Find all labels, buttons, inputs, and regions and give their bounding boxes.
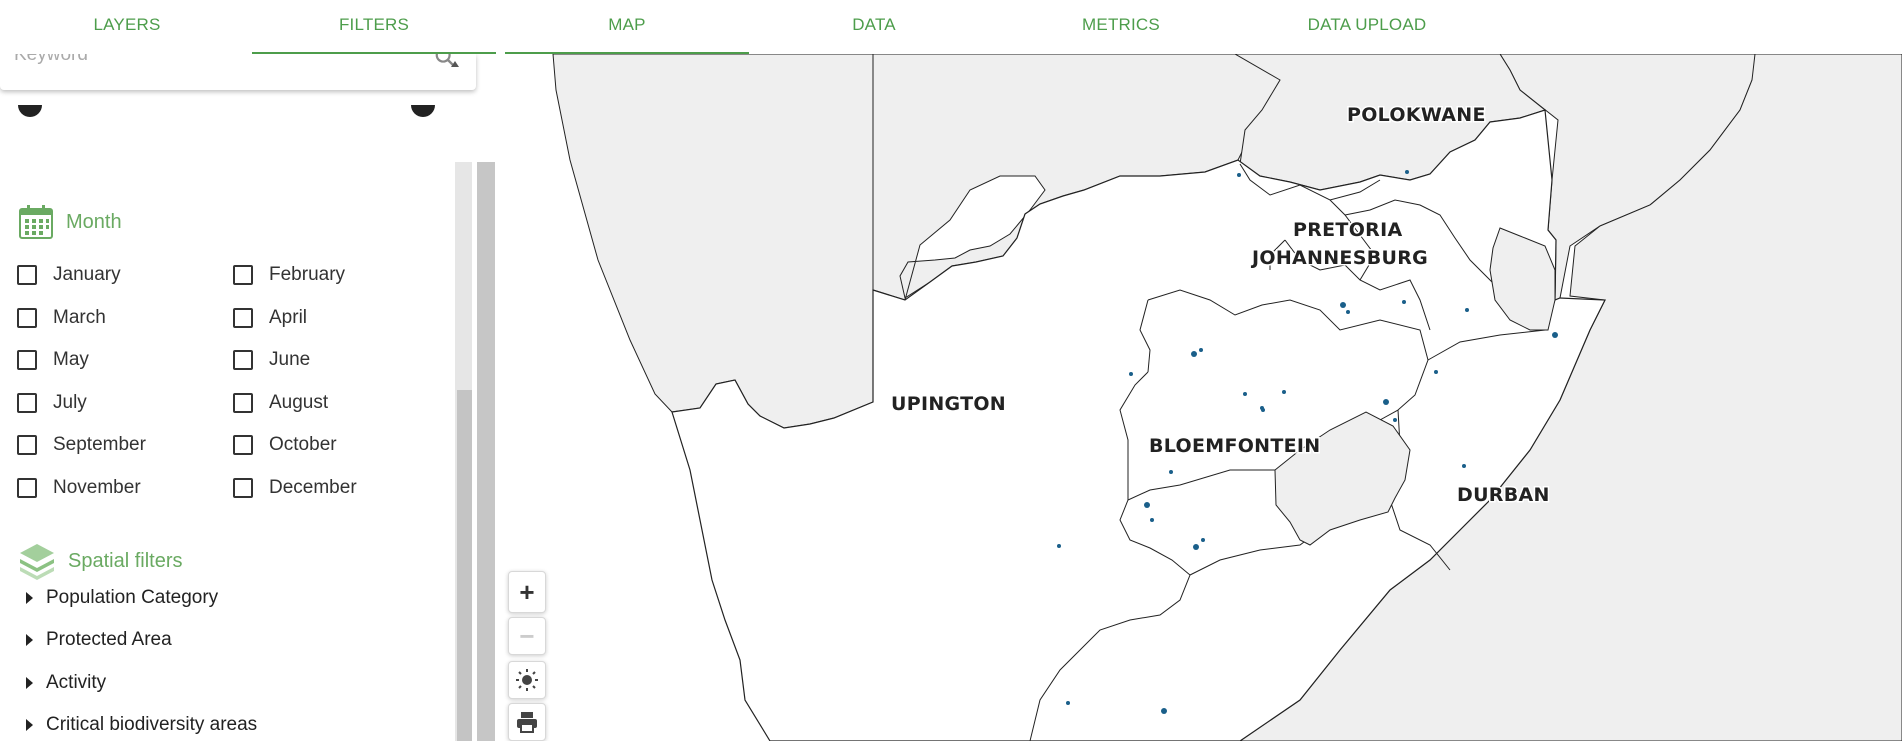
checkbox[interactable] bbox=[233, 350, 253, 370]
tab-data[interactable]: DATA bbox=[852, 15, 896, 34]
zoom-in-button[interactable]: + bbox=[508, 571, 546, 613]
checkbox[interactable] bbox=[17, 350, 37, 370]
sun-icon bbox=[516, 669, 538, 691]
search-box bbox=[0, 54, 476, 90]
tab-metrics[interactable]: METRICS bbox=[1082, 15, 1160, 34]
map-view[interactable]: POLOKWANE PRETORIA JOHANNESBURG UPINGTON… bbox=[500, 54, 1902, 741]
spatial-filters-section-header: Spatial filters bbox=[18, 542, 183, 580]
city-label-polokwane: POLOKWANE bbox=[1347, 104, 1486, 126]
top-navigation: LAYERS FILTERS MAP DATA METRICS DATA UPL… bbox=[0, 0, 1902, 54]
spatial-filter-protected-area[interactable]: Protected Area bbox=[26, 626, 172, 654]
namibia-region bbox=[552, 54, 874, 429]
city-label-pretoria: PRETORIA bbox=[1293, 219, 1402, 241]
filters-panel: Month January February March April May J… bbox=[0, 54, 500, 741]
month-option-august[interactable]: August bbox=[233, 390, 328, 416]
city-label-durban: DURBAN bbox=[1457, 484, 1550, 506]
tab-filters[interactable]: FILTERS bbox=[250, 0, 498, 54]
lesotho-region bbox=[1274, 411, 1411, 546]
month-option-february[interactable]: February bbox=[233, 262, 345, 288]
city-label-upington: UPINGTON bbox=[891, 393, 1006, 415]
caret-right-icon bbox=[26, 719, 33, 731]
checkbox[interactable] bbox=[233, 265, 253, 285]
map-canvas: POLOKWANE PRETORIA JOHANNESBURG UPINGTON… bbox=[552, 54, 1902, 741]
caret-right-icon bbox=[26, 592, 33, 604]
layers-icon bbox=[20, 544, 54, 580]
month-option-april[interactable]: April bbox=[233, 305, 307, 331]
eswatini-region bbox=[1489, 227, 1556, 331]
checkbox[interactable] bbox=[233, 393, 253, 413]
outer-scrollbar[interactable] bbox=[477, 162, 495, 741]
city-label-bloemfontein: BLOEMFONTEIN bbox=[1149, 435, 1321, 457]
tab-layers[interactable]: LAYERS bbox=[93, 15, 161, 34]
month-option-january[interactable]: January bbox=[17, 262, 121, 288]
outer-scroll-up-arrow[interactable] bbox=[450, 60, 460, 68]
collapsed-control-right[interactable] bbox=[411, 105, 435, 117]
search-input[interactable] bbox=[14, 54, 414, 66]
water-features bbox=[1057, 170, 1558, 714]
month-option-march[interactable]: March bbox=[17, 305, 106, 331]
checkbox[interactable] bbox=[233, 478, 253, 498]
print-icon bbox=[517, 712, 537, 733]
checkbox[interactable] bbox=[233, 308, 253, 328]
brightness-button[interactable] bbox=[508, 661, 546, 699]
month-section-title: Month bbox=[66, 210, 122, 233]
zoom-out-button[interactable]: − bbox=[508, 617, 546, 655]
calendar-icon bbox=[19, 205, 53, 239]
spatial-filter-activity[interactable]: Activity bbox=[26, 669, 106, 697]
tab-data-upload[interactable]: DATA UPLOAD bbox=[1307, 15, 1427, 34]
month-option-october[interactable]: October bbox=[233, 432, 337, 458]
caret-right-icon bbox=[26, 677, 33, 689]
collapsed-control-left[interactable] bbox=[18, 105, 42, 117]
month-option-may[interactable]: May bbox=[17, 347, 89, 373]
checkbox[interactable] bbox=[17, 478, 37, 498]
tab-map[interactable]: MAP bbox=[503, 0, 751, 54]
checkbox[interactable] bbox=[17, 308, 37, 328]
month-section-header: Month bbox=[18, 204, 122, 240]
print-button[interactable] bbox=[508, 703, 546, 741]
month-option-july[interactable]: July bbox=[17, 390, 87, 416]
checkbox[interactable] bbox=[233, 435, 253, 455]
checkbox[interactable] bbox=[17, 393, 37, 413]
month-option-november[interactable]: November bbox=[17, 475, 141, 501]
inner-scrollbar-thumb[interactable] bbox=[457, 390, 472, 741]
month-option-june[interactable]: June bbox=[233, 347, 310, 373]
filter-scroll-area: Month January February March April May J… bbox=[0, 104, 500, 741]
checkbox[interactable] bbox=[17, 265, 37, 285]
south-africa-land bbox=[671, 109, 1606, 741]
month-option-december[interactable]: December bbox=[233, 475, 357, 501]
city-label-johannesburg: JOHANNESBURG bbox=[1250, 247, 1428, 269]
spatial-filter-population-category[interactable]: Population Category bbox=[26, 584, 218, 612]
spatial-filter-critical-biodiversity-areas[interactable]: Critical biodiversity areas bbox=[26, 711, 257, 739]
spatial-filters-title: Spatial filters bbox=[68, 549, 183, 572]
caret-right-icon bbox=[26, 634, 33, 646]
month-option-september[interactable]: September bbox=[17, 432, 146, 458]
checkbox[interactable] bbox=[17, 435, 37, 455]
